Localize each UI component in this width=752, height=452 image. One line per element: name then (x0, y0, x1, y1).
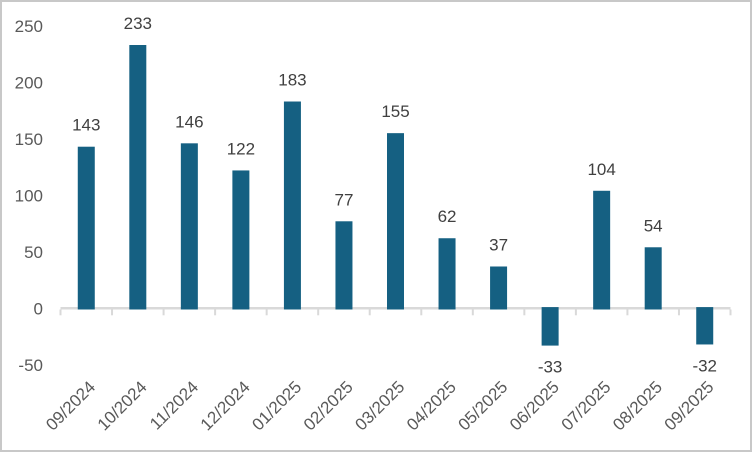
x-axis-label: 07/2025 (558, 377, 615, 434)
bar (696, 307, 714, 345)
y-axis-label: -50 (18, 356, 43, 375)
x-axis-label: 12/2024 (197, 377, 254, 434)
x-axis-label: 05/2025 (455, 377, 512, 434)
bar-value-label: 37 (489, 235, 508, 254)
x-axis-label: 02/2025 (300, 377, 357, 434)
bar (77, 146, 95, 310)
y-axis-label: 50 (24, 243, 43, 262)
x-axis-label: 03/2025 (351, 377, 408, 434)
bar (283, 101, 301, 310)
bar (438, 238, 456, 310)
bar-value-label: 54 (644, 216, 663, 235)
bar (335, 221, 353, 310)
bar (490, 266, 508, 310)
y-axis-label: 0 (34, 299, 43, 318)
x-axis-label: 04/2025 (403, 377, 460, 434)
y-axis-label: 200 (15, 73, 43, 92)
y-axis-label: 100 (15, 186, 43, 205)
bar-value-label: 77 (335, 190, 354, 209)
bar (644, 247, 662, 310)
bar-value-label: -33 (538, 358, 563, 377)
bar (180, 143, 198, 310)
x-axis-label: 10/2024 (94, 377, 151, 434)
bar (232, 170, 250, 310)
bar-value-label: 155 (381, 102, 409, 121)
y-axis-label: 250 (15, 17, 43, 36)
bar-value-label: 146 (175, 112, 203, 131)
bar-value-label: 122 (227, 139, 255, 158)
x-axis-label: 08/2025 (609, 377, 666, 434)
y-axis-label: 150 (15, 130, 43, 149)
bar (129, 45, 147, 310)
x-axis-label: 11/2024 (146, 377, 202, 433)
bar (541, 307, 559, 346)
bar-value-label: 104 (587, 160, 615, 179)
x-axis-label: 09/2025 (661, 377, 718, 434)
bar-value-label: -32 (692, 356, 717, 375)
bar-value-label: 233 (124, 14, 152, 33)
bar-value-label: 183 (278, 71, 306, 90)
bar (387, 133, 404, 310)
bar (593, 190, 611, 310)
x-axis-label: 06/2025 (506, 377, 563, 434)
bar-value-label: 143 (72, 116, 100, 135)
x-axis-label: 01/2025 (248, 377, 305, 434)
x-axis-label: 09/2024 (42, 377, 99, 434)
bar-value-label: 62 (438, 207, 457, 226)
